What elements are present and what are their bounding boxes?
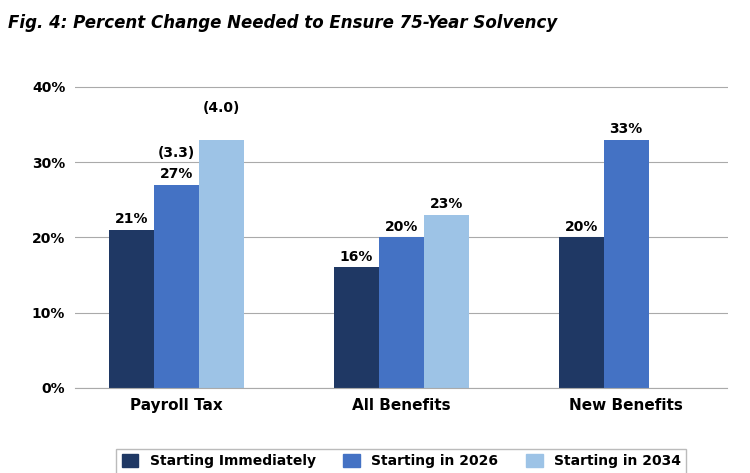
Text: (4.0): (4.0) (202, 101, 240, 114)
Text: 33%: 33% (610, 122, 643, 136)
Text: 20%: 20% (385, 219, 418, 234)
Bar (154, 184, 199, 388)
Text: (3.3): (3.3) (158, 146, 195, 160)
Bar (109, 230, 154, 388)
Bar (199, 140, 244, 388)
Bar (559, 237, 604, 388)
Bar (379, 237, 424, 388)
Text: Fig. 4: Percent Change Needed to Ensure 75-Year Solvency: Fig. 4: Percent Change Needed to Ensure … (8, 14, 556, 32)
Text: 27%: 27% (160, 167, 193, 181)
Text: 20%: 20% (565, 219, 598, 234)
Text: 16%: 16% (340, 250, 373, 263)
Bar (424, 215, 469, 388)
Bar (604, 140, 649, 388)
Text: 21%: 21% (115, 212, 148, 226)
Bar (334, 267, 379, 388)
Text: 23%: 23% (430, 197, 463, 211)
Legend: Starting Immediately, Starting in 2026, Starting in 2034: Starting Immediately, Starting in 2026, … (116, 448, 686, 473)
